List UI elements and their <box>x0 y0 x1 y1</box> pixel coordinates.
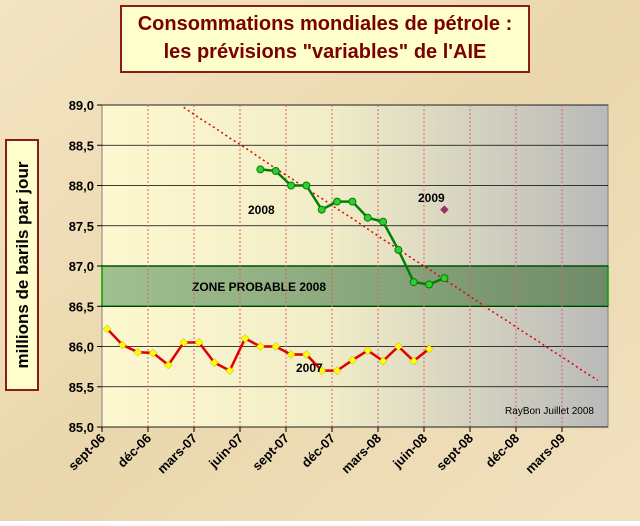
y-tick-label: 88,0 <box>69 179 94 194</box>
data-point <box>179 338 189 347</box>
y-tick-label: 86,0 <box>69 340 94 355</box>
y-tick-label: 89,0 <box>69 98 94 113</box>
y-tick-label: 85,0 <box>69 420 94 435</box>
data-point <box>409 278 418 287</box>
series-label: 2007 <box>296 361 323 375</box>
chart-title: les prévisions "variables" de l'AIE <box>164 41 487 63</box>
data-point <box>440 205 449 215</box>
y-axis-label: millions de barils par jour <box>13 161 32 368</box>
data-point <box>118 340 127 350</box>
y-tick-label: 86,5 <box>69 299 94 314</box>
data-point <box>210 358 219 367</box>
data-point <box>409 356 419 366</box>
zone <box>101 265 609 307</box>
data-point <box>363 346 373 355</box>
data-point <box>378 356 388 366</box>
data-point <box>164 360 173 370</box>
data-point <box>287 181 296 190</box>
series-line <box>106 327 430 373</box>
data-point <box>240 334 250 343</box>
data-point <box>363 213 372 222</box>
y-tick-label: 87,0 <box>69 259 94 274</box>
data-point <box>271 167 280 176</box>
data-point <box>440 274 449 283</box>
data-point <box>425 280 434 289</box>
annotation: RayBon Juillet 2008 <box>505 406 594 417</box>
data-point <box>286 350 296 359</box>
data-point <box>348 355 357 365</box>
data-point <box>379 217 388 226</box>
data-point <box>256 165 265 174</box>
y-tick-label: 88,5 <box>69 138 94 153</box>
data-point <box>394 245 403 254</box>
data-point <box>256 342 265 351</box>
y-label-box <box>5 139 39 391</box>
data-point <box>133 347 143 357</box>
data-point <box>317 366 327 376</box>
series-label: 2009 <box>418 191 445 205</box>
data-point <box>332 366 342 376</box>
chart-title: Consommations mondiales de pétrole : <box>138 13 513 35</box>
data-point <box>102 324 112 334</box>
data-point <box>333 197 342 206</box>
data-point <box>271 342 281 351</box>
data-point <box>394 342 403 351</box>
data-point <box>225 366 235 376</box>
data-point <box>148 348 158 358</box>
data-point <box>194 338 204 347</box>
data-point <box>302 181 311 190</box>
data-point <box>348 197 357 206</box>
data-point <box>302 350 311 359</box>
zone-label: ZONE PROBABLE 2008 <box>192 280 326 294</box>
y-tick-label: 87,5 <box>69 219 94 234</box>
y-tick-label: 85,5 <box>69 380 94 395</box>
data-point <box>317 205 326 214</box>
series-label: 2008 <box>248 203 275 217</box>
data-point <box>424 344 434 354</box>
title-box <box>120 5 530 73</box>
